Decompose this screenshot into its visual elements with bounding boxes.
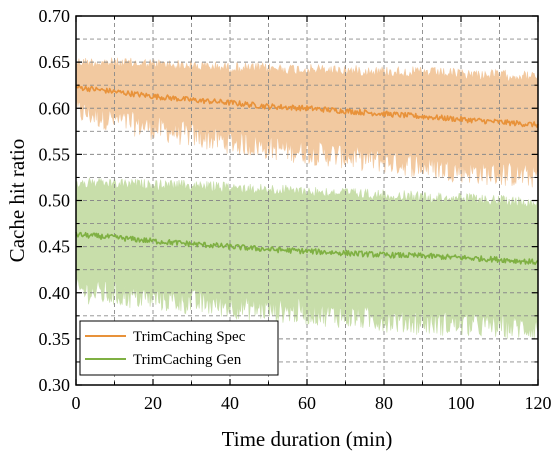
legend-box (79, 320, 279, 376)
y-tick-label-0.35: 0.35 (39, 329, 71, 349)
x-tick-label-0: 0 (72, 393, 81, 413)
y-tick-label-0.5: 0.50 (39, 191, 71, 211)
gridlines (76, 16, 538, 385)
series-lines (75, 84, 539, 266)
x-tick-label-40: 40 (221, 393, 239, 413)
x-tick-label-120: 120 (525, 393, 552, 413)
x-tick-label-80: 80 (375, 393, 393, 413)
y-tick-label-0.65: 0.65 (39, 52, 71, 72)
line-trimcaching-spec (75, 84, 539, 128)
x-tick-label-20: 20 (144, 393, 162, 413)
legend: TrimCaching Spec TrimCaching Gen (79, 320, 279, 376)
y-tick-label-0.7: 0.70 (39, 6, 71, 26)
y-axis-label: Cache hit ratio (5, 139, 29, 263)
legend-label-trimcaching-spec: TrimCaching Spec (133, 329, 246, 345)
x-axis-label: Time duration (min) (222, 427, 393, 451)
y-tick-label-0.55: 0.55 (39, 144, 71, 164)
axis-ticks: 0 20 40 60 80 100 120 0.30 0.35 0.40 0.45 0.50 0.55 0… (39, 6, 552, 413)
y-tick-label-0.45: 0.45 (39, 237, 71, 257)
x-tick-label-60: 60 (298, 393, 316, 413)
x-tick-label-100: 100 (448, 393, 475, 413)
y-tick-label-0.3: 0.30 (39, 375, 71, 395)
y-tick-label-0.4: 0.40 (39, 283, 71, 303)
legend-label-trimcaching-gen: TrimCaching Gen (133, 352, 242, 368)
y-tick-label-0.6: 0.60 (39, 98, 71, 118)
line-trimcaching-gen (75, 231, 539, 266)
